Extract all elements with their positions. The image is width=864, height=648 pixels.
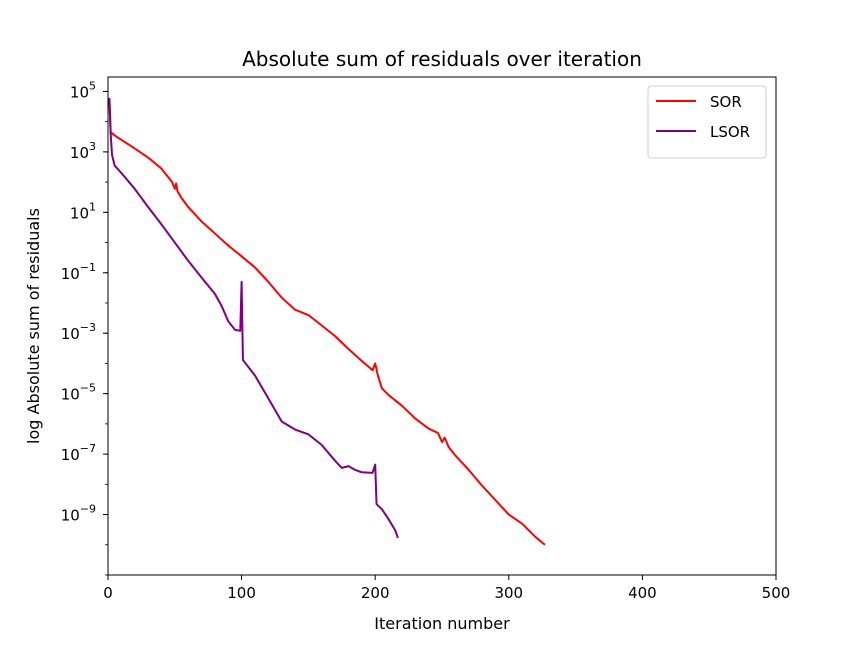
y-tick-label: 10−3 <box>61 321 96 343</box>
x-tick-label: 200 <box>361 584 390 602</box>
series-line-sor <box>108 98 546 546</box>
y-tick-label: 10−1 <box>61 261 96 283</box>
series-line-lsor <box>108 98 399 539</box>
legend-label-sor: SOR <box>710 93 742 111</box>
plot-area: 0 100 200 300 400 500 105 103 101 10−1 10−3 10−5 10−… <box>61 76 791 602</box>
y-tick-label: 105 <box>70 79 96 101</box>
x-tick-label: 300 <box>494 584 523 602</box>
x-tick-label: 500 <box>762 584 791 602</box>
x-tick-label: 400 <box>628 584 657 602</box>
x-axis-label: Iteration number <box>374 614 510 633</box>
chart-title: Absolute sum of residuals over iteration <box>242 47 642 71</box>
y-axis-label: log Absolute sum of residuals <box>24 208 43 444</box>
axes-frame <box>107 76 777 576</box>
y-tick-label: 10−9 <box>61 503 96 525</box>
y-tick-label: 10−7 <box>61 442 96 464</box>
x-tick-label: 0 <box>103 584 113 602</box>
y-tick-label: 101 <box>70 200 96 222</box>
legend-label-lsor: LSOR <box>710 123 750 141</box>
legend-box <box>647 85 767 159</box>
x-tick-label: 100 <box>227 584 256 602</box>
y-tick-label: 103 <box>70 140 96 162</box>
y-tick-label: 10−5 <box>61 382 96 404</box>
legend: SOR LSOR <box>647 85 767 159</box>
